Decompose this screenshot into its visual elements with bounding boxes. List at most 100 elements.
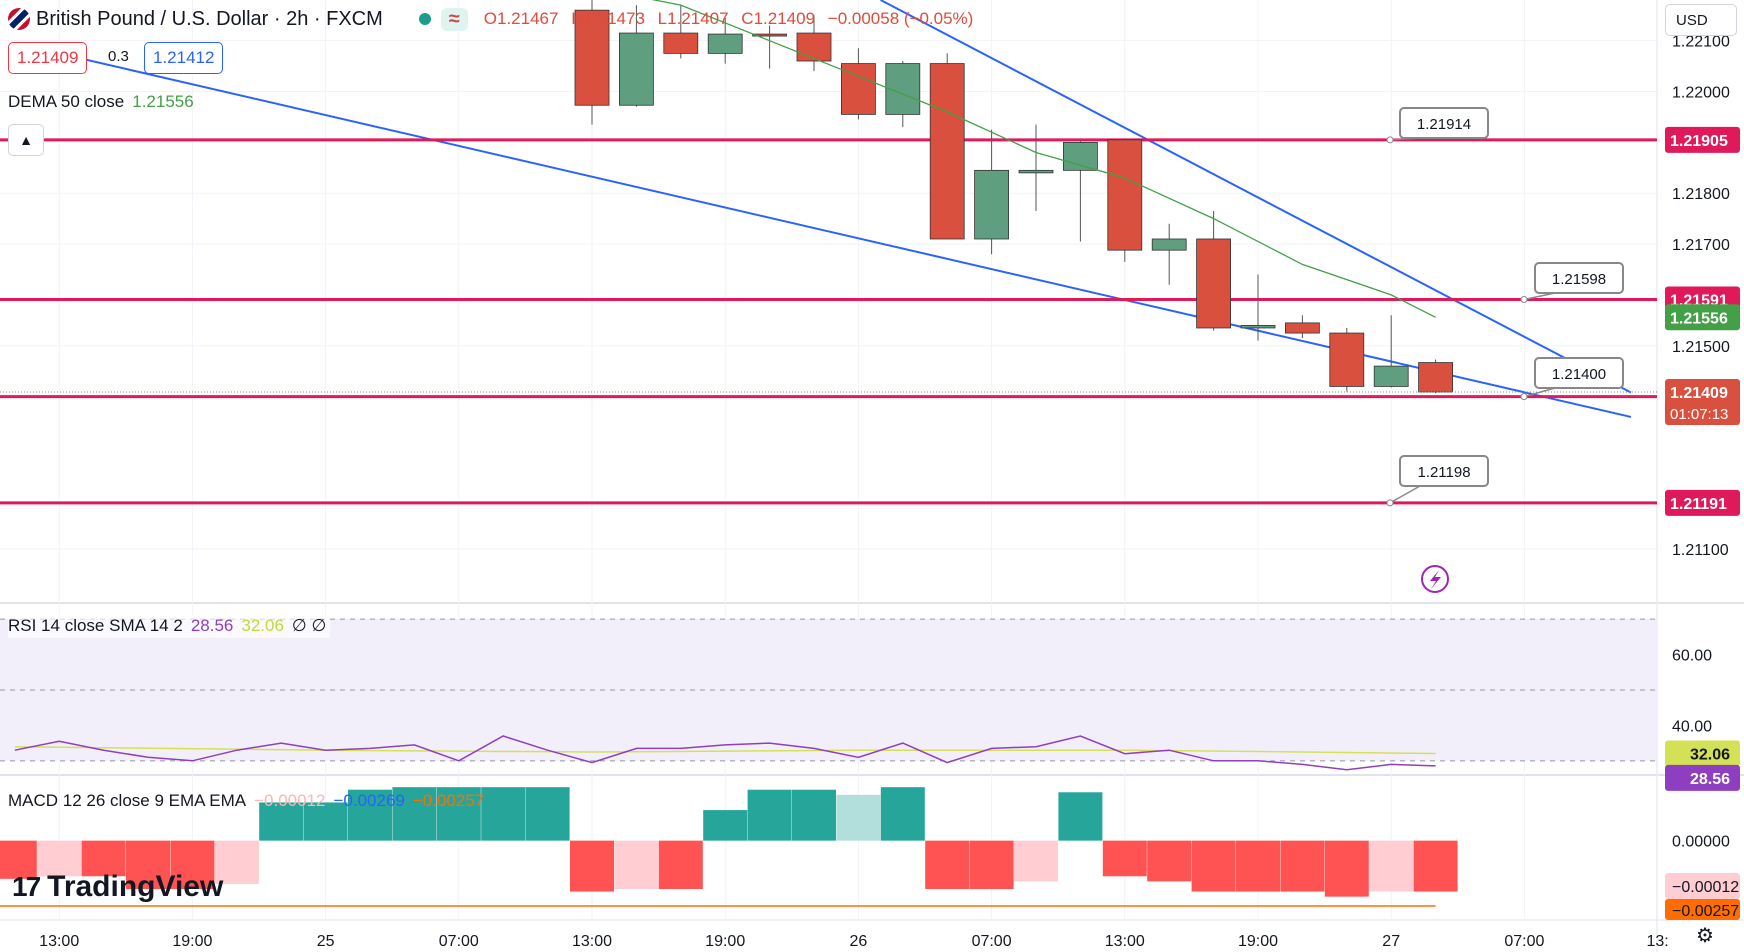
collapse-legend-button[interactable]: ▲ [8, 124, 44, 156]
macd-legend[interactable]: MACD 12 26 close 9 EMA EMA −0.00012 −0.002… [8, 791, 484, 811]
candle-body [1196, 238, 1231, 329]
chevron-up-icon: ▲ [19, 132, 33, 148]
time-axis-label: 13:00 [39, 933, 79, 950]
rsi-legend-label: RSI 14 close SMA 14 2 [8, 616, 183, 635]
time-axis-label: 26 [850, 933, 868, 950]
macd-histogram-bar [303, 802, 348, 841]
macd-histogram-bar [1147, 840, 1192, 882]
trendline-1 [14, 42, 1632, 418]
tradingview-logo-text: TradingView [47, 870, 224, 903]
macd-axis-label: 0.00000 [1672, 834, 1730, 851]
macd-histogram-bar [81, 840, 126, 877]
flash-icon-bolt [1430, 570, 1441, 589]
level-price-tag [1665, 489, 1740, 516]
candle-body [619, 32, 654, 106]
rsi-legend-value: 28.56 [190, 616, 234, 635]
candle-body [1063, 141, 1098, 171]
rsi-legend-extra: ∅ ∅ [291, 616, 327, 635]
macd-histogram-bar [126, 840, 170, 889]
ohlc-values: O1.21467 H1.21473 L1.21407 C1.21409 −0.0… [484, 9, 982, 29]
candle-body [1151, 238, 1187, 251]
sell-price-button[interactable]: 1.21409 [8, 42, 88, 74]
callout-anchor [1386, 499, 1394, 507]
macd-histogram-bar [1236, 840, 1280, 892]
last-price-label: 1.21409 [1670, 385, 1728, 402]
price-axis-label: 1.22000 [1672, 85, 1730, 102]
time-axis-label: 13:00 [572, 933, 612, 950]
dema-line [651, 0, 1436, 318]
buy-price-button[interactable]: 1.21412 [144, 42, 224, 74]
low-value: L1.21407 [657, 9, 729, 28]
price-axis-label: 1.22100 [1672, 34, 1730, 51]
flash-icon [1421, 565, 1449, 593]
macd-histogram-bar [392, 787, 437, 841]
change-value: −0.00058 (−0.05%) [827, 9, 974, 28]
macd-signal-legend-value: −0.00257 [412, 791, 485, 810]
price-axis-label: 1.21500 [1672, 339, 1730, 356]
time-axis-label: 13: [1646, 933, 1668, 950]
callout-label: 1.21598 [1552, 271, 1606, 288]
callout-label: 1.21914 [1417, 116, 1471, 133]
tradingview-logo[interactable]: 17 TradingView [12, 870, 223, 904]
settings-gear-icon[interactable]: ⚙ [1696, 925, 1714, 947]
rsi-sma-value-tag [1665, 740, 1740, 767]
time-axis-label: 07:00 [972, 933, 1012, 950]
level-price-label: 1.21905 [1670, 133, 1728, 150]
callout-pointer [1523, 387, 1556, 398]
callout-anchor [1520, 393, 1528, 401]
candle-body [1418, 362, 1453, 393]
callout-pointer [1389, 485, 1421, 504]
candle-body [1018, 169, 1054, 174]
macd-signal-value-label: −0.00257 [1672, 903, 1739, 920]
dema-price-tag [1665, 304, 1740, 331]
currency-button[interactable]: USD [1665, 4, 1737, 36]
macd-histogram-bar [792, 789, 836, 841]
macd-histogram-bar [1369, 840, 1414, 892]
time-axis-label: 13:00 [1105, 933, 1145, 950]
candle-body [1329, 332, 1365, 387]
time-axis-label: 27 [1382, 933, 1400, 950]
rsi-band-fill [0, 619, 1657, 761]
macd-line-legend-value: −0.00269 [333, 791, 405, 810]
macd-histogram-bar [348, 789, 392, 841]
macd-histogram-bar [525, 787, 570, 841]
rsi-legend[interactable]: RSI 14 close SMA 14 2 28.56 32.06 ∅ ∅ [8, 614, 331, 638]
macd-histogram-bar [259, 802, 304, 841]
candle-body [1240, 325, 1276, 329]
market-status-icon[interactable] [418, 13, 431, 25]
callout-box [1399, 107, 1489, 139]
macd-histogram-bar [836, 794, 881, 841]
rsi-sma-value-label: 32.06 [1690, 747, 1730, 764]
symbol-title[interactable]: British Pound / U.S. Dollar · 2h · FXCM [36, 7, 383, 30]
macd-histogram-bar [1191, 840, 1236, 892]
rsi-axis-label: 60.00 [1672, 648, 1712, 665]
macd-histogram-bar [1014, 840, 1058, 882]
candle-body [574, 9, 610, 106]
macd-histogram-bar [436, 787, 481, 841]
macd-signal-value-tag [1665, 899, 1740, 920]
open-value: O1.21467 [483, 9, 559, 28]
macd-histogram-bar [969, 840, 1014, 889]
bar-countdown-label: 01:07:13 [1670, 406, 1728, 423]
callout-anchor [1520, 295, 1528, 303]
rsi-sma-legend-value: 32.06 [241, 616, 284, 635]
rsi-axis-label: 40.00 [1672, 718, 1712, 735]
price-axis-label: 1.21100 [1672, 542, 1729, 559]
wave-icon[interactable]: ≈ [440, 7, 468, 31]
spread-value: 0.3 [108, 48, 129, 65]
close-value: C1.21409 [741, 9, 816, 28]
dema-price-label: 1.21556 [1670, 310, 1728, 327]
candle-body [929, 63, 965, 240]
callout-box [1534, 262, 1624, 294]
time-axis-label: 19:00 [172, 933, 212, 950]
macd-hist-value-tag [1665, 873, 1740, 899]
macd-histogram-bar [1102, 840, 1147, 877]
dema-legend[interactable]: DEMA 50 close 1.21556 [8, 92, 194, 112]
macd-histogram-bar [1324, 840, 1369, 897]
symbol-header: British Pound / U.S. Dollar · 2h · FXCM … [0, 6, 981, 32]
time-axis-label: 07:00 [1504, 933, 1544, 950]
macd-histogram-bar [214, 840, 259, 884]
callout-label: 1.21198 [1417, 464, 1470, 481]
callout-box [1399, 455, 1489, 487]
